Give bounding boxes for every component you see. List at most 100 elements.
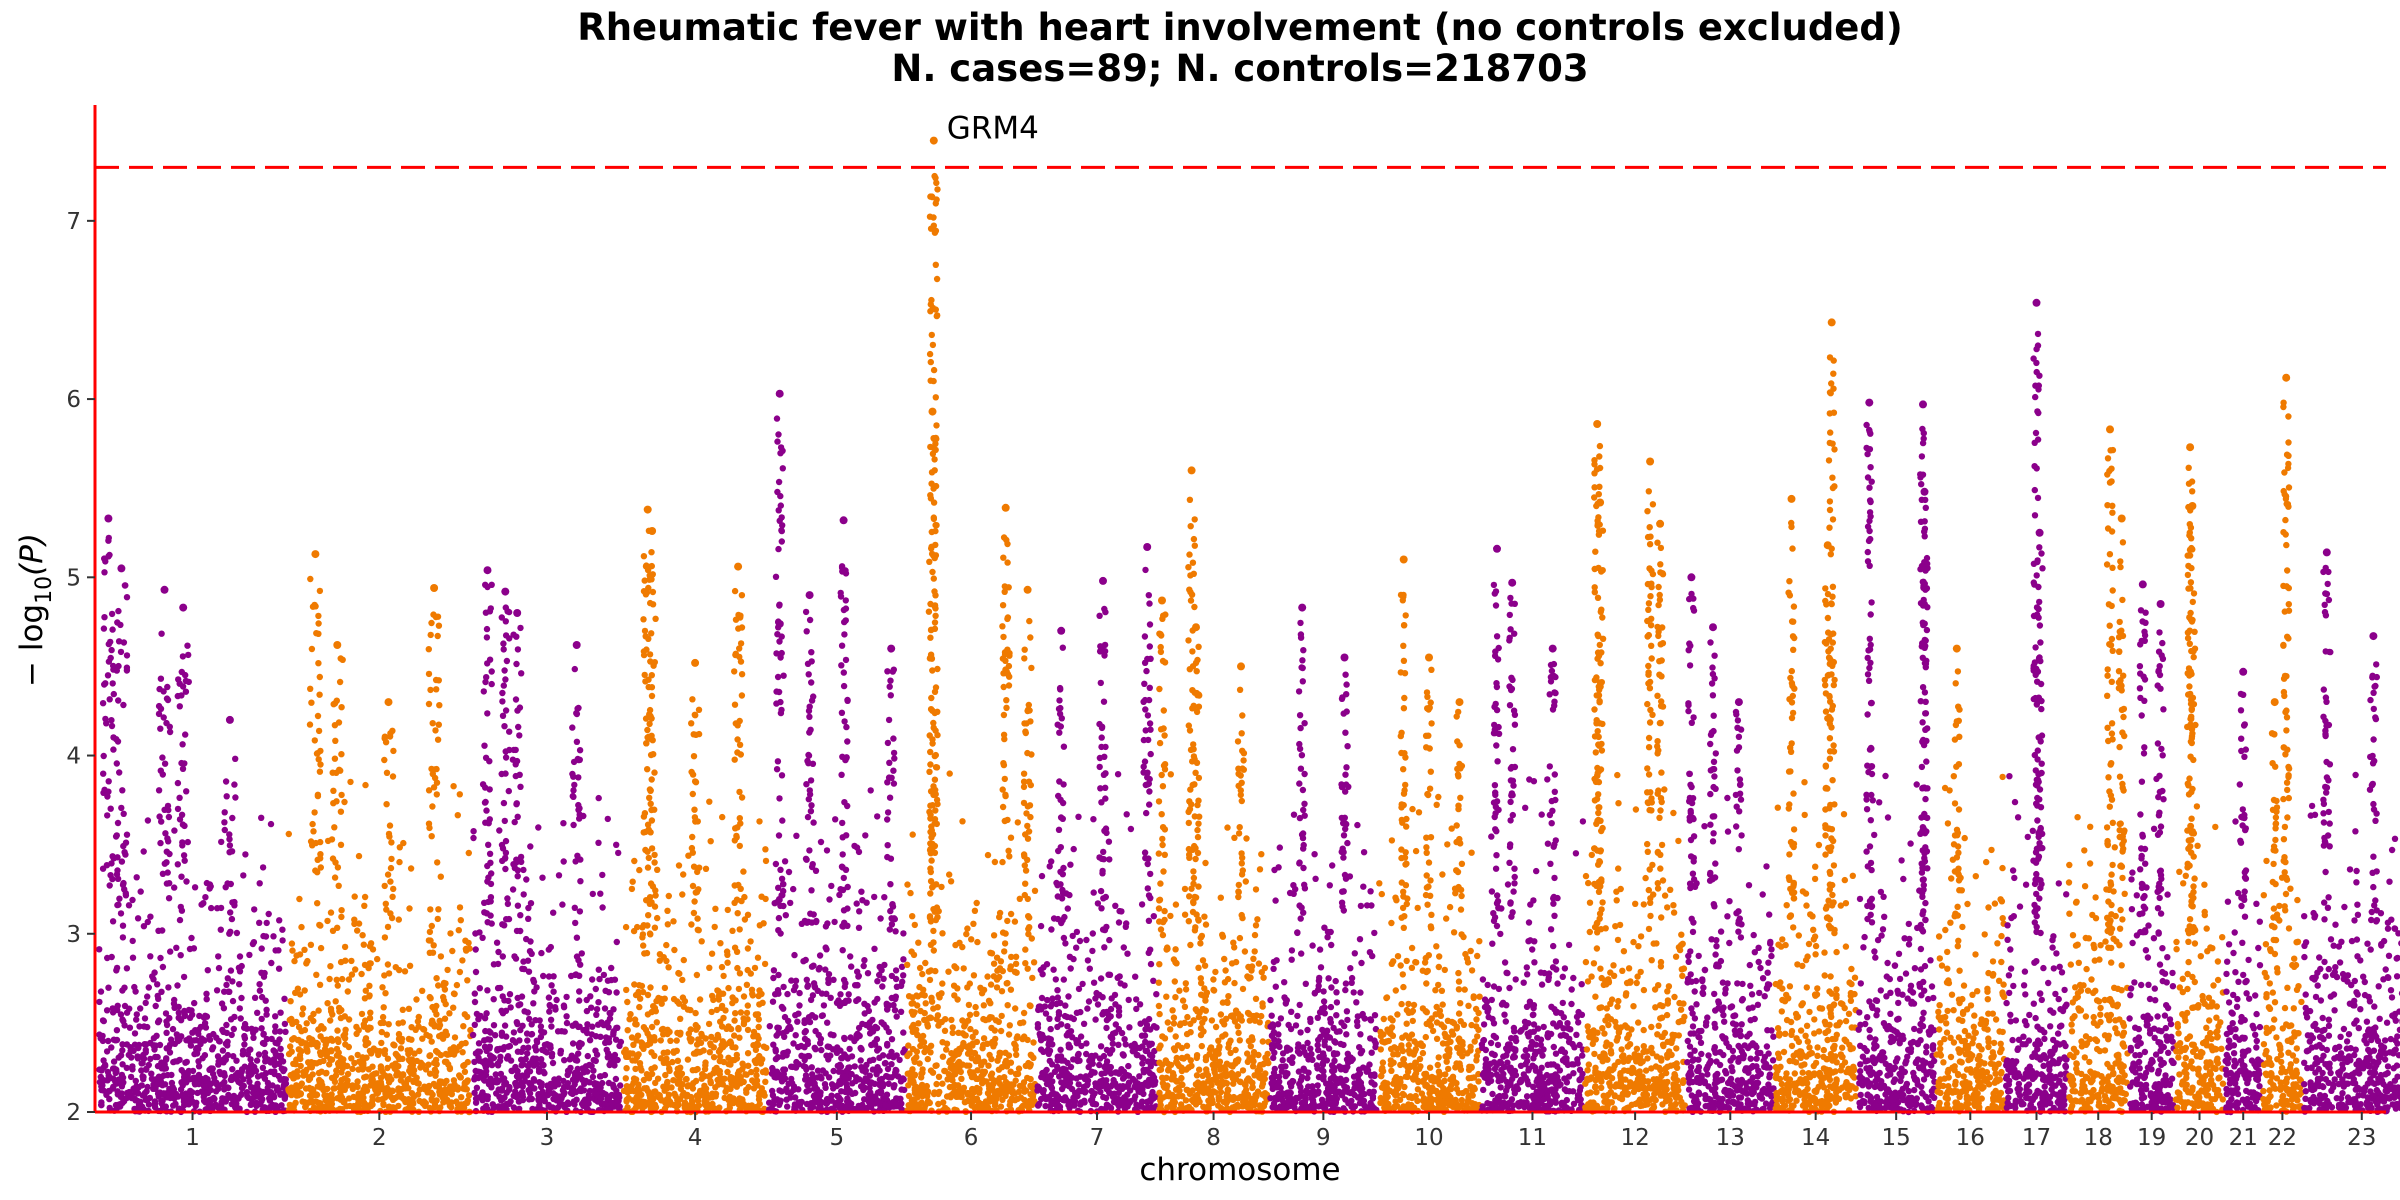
snp-point xyxy=(1026,914,1033,921)
snp-point xyxy=(960,1039,967,1047)
snp-point xyxy=(801,1029,808,1036)
snp-point xyxy=(934,1012,942,1019)
snp-point xyxy=(927,890,934,897)
snp-point xyxy=(803,1088,810,1095)
snp-point xyxy=(304,957,311,965)
snp-point xyxy=(987,949,994,956)
snp-point xyxy=(950,1066,957,1073)
snp-point xyxy=(120,701,127,709)
snp-point xyxy=(154,1062,162,1070)
snp-point xyxy=(900,972,907,979)
snp-point xyxy=(717,940,724,947)
snp-point xyxy=(388,839,395,846)
snp-point xyxy=(114,1002,121,1009)
snp-point xyxy=(307,685,314,692)
snp-point xyxy=(117,1052,125,1059)
snp-point xyxy=(577,878,584,885)
snp-point xyxy=(570,787,577,794)
snp-point xyxy=(842,1088,849,1096)
snp-point xyxy=(640,942,647,949)
snp-point xyxy=(991,1088,998,1096)
snp-point xyxy=(353,1094,360,1101)
snp-point xyxy=(405,1035,413,1043)
snp-point xyxy=(429,949,437,956)
snp-point xyxy=(1027,1002,1034,1010)
snp-point xyxy=(121,1022,128,1029)
snp-point xyxy=(313,971,320,978)
snp-point xyxy=(648,549,655,556)
snp-point xyxy=(647,735,655,743)
snp-point xyxy=(853,1031,860,1039)
snp-point xyxy=(458,1094,465,1101)
snp-point xyxy=(501,723,508,730)
snp-point xyxy=(180,852,188,859)
snp-point xyxy=(1027,1075,1034,1083)
snp-point xyxy=(1006,1022,1013,1029)
snp-point xyxy=(416,1047,423,1055)
snp-point xyxy=(263,919,270,927)
snp-point xyxy=(774,1097,782,1104)
snp-point xyxy=(159,771,166,778)
snp-point xyxy=(575,1023,582,1031)
snp-point xyxy=(646,894,654,901)
snp-point xyxy=(425,670,433,678)
snp-point xyxy=(484,987,491,994)
snp-point xyxy=(926,213,934,220)
snp-point xyxy=(801,1056,808,1064)
snp-point xyxy=(545,946,552,953)
snp-point xyxy=(119,987,126,994)
snp-point xyxy=(613,938,620,946)
snp-point xyxy=(233,1057,240,1064)
snp-point xyxy=(955,1029,962,1037)
snp-point xyxy=(980,1035,988,1042)
snp-point xyxy=(307,1014,314,1022)
snp-point xyxy=(319,1103,327,1110)
snp-point xyxy=(512,696,520,703)
snp-point xyxy=(464,977,471,984)
snp-point xyxy=(999,602,1007,609)
snp-point xyxy=(968,936,975,943)
snp-point xyxy=(613,1087,620,1094)
snp-point xyxy=(258,945,265,952)
snp-point xyxy=(689,790,696,798)
snp-point xyxy=(331,1078,339,1086)
snp-point xyxy=(122,839,130,846)
snp-point xyxy=(363,1073,370,1080)
snp-point xyxy=(928,694,935,702)
snp-point xyxy=(650,1088,658,1096)
snp-point xyxy=(163,1018,170,1025)
snp-point xyxy=(345,1016,353,1023)
snp-point xyxy=(1002,657,1009,664)
snp-point xyxy=(250,1034,257,1042)
snp-point xyxy=(774,758,782,765)
snp-point xyxy=(593,1006,601,1013)
snp-point xyxy=(825,971,833,978)
snp-point xyxy=(992,1035,999,1043)
snp-point xyxy=(515,1002,522,1009)
snp-point xyxy=(156,813,163,820)
snp-point xyxy=(840,669,847,676)
snp-point xyxy=(413,996,420,1003)
snp-point xyxy=(288,1015,295,1023)
snp-point xyxy=(535,824,542,831)
snp-point xyxy=(928,528,935,536)
snp-point xyxy=(690,909,698,917)
snp-point xyxy=(563,1013,570,1020)
snp-point xyxy=(258,993,266,1001)
snp-point xyxy=(639,931,647,938)
snp-point xyxy=(538,1056,545,1063)
snp-point xyxy=(159,963,167,971)
snp-point xyxy=(122,890,129,897)
snp-point xyxy=(125,902,133,909)
snp-point xyxy=(106,696,113,703)
snp-point xyxy=(101,681,108,688)
snp-point xyxy=(808,679,815,686)
snp-point xyxy=(262,1070,270,1077)
snp-point xyxy=(176,703,183,710)
snp-point xyxy=(97,1035,104,1042)
snp-point xyxy=(296,991,304,998)
snp-point xyxy=(387,878,394,885)
snp-point xyxy=(747,938,754,945)
snp-point xyxy=(174,861,181,868)
snp-point xyxy=(636,1087,643,1095)
